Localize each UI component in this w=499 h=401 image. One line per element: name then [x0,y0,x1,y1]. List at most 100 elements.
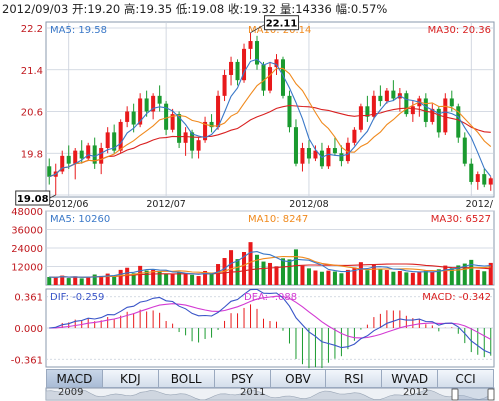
tab-rsi[interactable]: RSI [326,369,383,388]
volume-bar [274,266,279,285]
high-label: 高 [123,2,136,16]
macd-panel[interactable]: 0.361 0.000 -0.361 DIF: -0.259 DEA: -.088 MAC… [11,288,495,369]
ma10-line [48,67,492,178]
volume-bar [469,259,474,285]
candle-body [306,148,311,159]
candle-body [164,103,169,130]
candle-body [170,114,175,130]
macd-y-tick: 0.000 [14,324,43,335]
volume-bar [482,271,487,285]
candle-body [73,150,78,164]
volume-y-tick: 24000 [11,244,43,255]
navigator-left-handle[interactable] [451,388,459,401]
close-label: 收 [227,2,240,16]
candle-body [157,95,162,104]
low-value: 19.08 [191,2,225,16]
navigator-panel[interactable]: 2009 2011 2012 [45,387,495,401]
macd-legend: MACD: -0.342 [422,292,491,303]
candle-body [47,166,52,177]
volume-bar [345,269,350,285]
volume-bar [443,265,448,285]
candle-body [384,90,389,102]
volume-bar [475,269,480,285]
change-label: 幅 [335,2,347,16]
volume-bar [378,268,383,285]
volume-bar [248,242,253,285]
candle-body [293,127,298,164]
candle-body [475,174,480,182]
candle-body [209,121,214,128]
volume-bar [430,272,435,285]
x-tick-label: 2012/ [466,199,494,210]
candle-body [183,132,188,143]
volume-ma30-legend: MA30: 6527 [431,214,491,225]
candle-body [287,95,292,128]
volume-bar [339,273,344,285]
open-value: 19.20 [87,2,121,16]
candle-body [255,41,260,65]
volume-ma5-line [49,251,491,278]
candle-body [144,98,149,112]
candle-body [456,106,461,138]
price-y-tick: 22.2 [21,24,43,35]
volume-bar [157,271,162,285]
volume-panel[interactable]: 48000 36000 24000 12000 MA5: 10260 MA10: 8247… [11,207,495,286]
volume-bar [203,270,208,285]
volume-bar [397,270,402,285]
volume-ma10-legend: MA10: 8247 [248,214,308,225]
volume-bar [319,271,324,285]
volume-bar [488,262,493,285]
tab-boll[interactable]: BOLL [158,369,215,388]
volume-bar [125,267,130,285]
candle-body [248,41,253,49]
volume-ma5-legend: MA5: 10260 [50,214,110,225]
volume-bar [436,269,441,285]
price-y-tick: 19.8 [21,149,43,160]
dif-line [49,288,492,354]
volume-value: 14336 [295,2,332,16]
price-y-tick: 20.6 [21,108,43,119]
candle-body [358,106,363,130]
tab-macd[interactable]: MACD [46,369,103,388]
candle-body [300,148,305,164]
volume-bar [462,263,467,285]
volume-bar [79,278,84,285]
volume-bar [255,254,260,285]
candle-body [352,129,357,143]
volume-bar [371,264,376,285]
tab-cci[interactable]: CCI [438,369,494,388]
macd-y-tick: 0.361 [14,293,43,304]
navigator-year-label: 2011 [240,387,265,398]
tab-obv[interactable]: OBV [270,369,327,388]
volume-bar [73,276,78,285]
candle-body [222,74,227,96]
volume-label: 量 [279,2,292,16]
open-label: 开 [71,2,84,16]
candle-body [203,121,208,141]
candle-body [332,148,337,154]
change-value: 0.57% [350,2,388,16]
candle-body [131,111,136,125]
price-panel[interactable]: 22.221.420.619.819.02012/062012/072012/0… [15,15,495,210]
candle-body [235,61,240,81]
candle-body [177,114,182,143]
volume-bar [177,272,182,285]
tab-kdj[interactable]: KDJ [102,369,159,388]
volume-y-tick: 36000 [11,226,43,237]
candle-body [216,95,221,128]
volume-bar [404,272,409,285]
volume-y-tick: 12000 [11,263,43,274]
indicator-tabs: MACD KDJ BOLL PSY OBV RSI WVAD CCI [46,369,494,388]
candle-body [274,59,279,68]
dea-line [49,295,492,340]
tab-wvad[interactable]: WVAD [382,369,439,388]
candle-body [443,98,448,133]
volume-bar [267,262,273,285]
tab-psy[interactable]: PSY [214,369,271,388]
volume-y-tick: 48000 [11,207,43,218]
navigator-right-handle[interactable] [487,388,495,401]
volume-bar [118,269,123,285]
volume-bar [261,261,266,285]
